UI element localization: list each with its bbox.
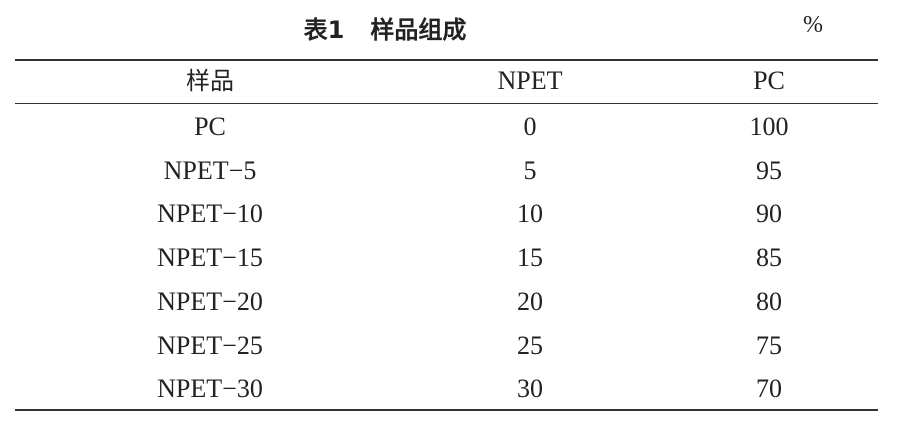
table-cell: 15: [517, 243, 543, 273]
table-cell: 90: [756, 199, 782, 229]
table-cell: 75: [756, 330, 782, 360]
table-row: NPET−20 20 80: [15, 280, 878, 324]
table-cell: 0: [523, 112, 537, 141]
table-cell: PC: [194, 112, 226, 141]
table-cell: NPET−10: [157, 199, 263, 229]
table-cell: 20: [517, 286, 543, 316]
table-caption: 表1 样品组成: [0, 10, 770, 45]
column-header: NPET: [497, 66, 563, 95]
table-cell: 10: [517, 199, 543, 229]
table-unit: %: [803, 12, 823, 38]
table-cell: 25: [517, 330, 543, 360]
column-header: 样品: [186, 67, 234, 95]
table-cell: 70: [756, 374, 782, 404]
table-cell: 30: [517, 374, 543, 404]
table-cell: NPET−25: [157, 330, 263, 360]
table-row: PC 0 100: [15, 105, 878, 149]
table-cell: 100: [749, 112, 789, 141]
table-row: NPET−15 15 85: [15, 236, 878, 280]
table-row: NPET−30 30 70: [15, 367, 878, 411]
top-rule: [15, 59, 878, 61]
table-cell: NPET−15: [157, 243, 263, 273]
table-cell: 95: [756, 155, 782, 185]
table-cell: 80: [756, 286, 782, 316]
table-label: 表1: [303, 16, 345, 44]
header-row: 样品 NPET PC: [15, 59, 878, 103]
table-row: NPET−5 5 95: [15, 149, 878, 193]
header-rule: [15, 103, 878, 104]
table-title: 样品组成: [370, 16, 467, 44]
table-cell: NPET−5: [163, 155, 257, 185]
table-cell: 5: [523, 155, 537, 185]
table-row: NPET−10 10 90: [15, 192, 878, 236]
table-row: NPET−25 25 75: [15, 324, 878, 368]
table-cell: NPET−30: [157, 374, 263, 404]
table-cell: 85: [756, 243, 782, 273]
bottom-rule: [15, 409, 878, 411]
column-header: PC: [753, 66, 785, 95]
table-cell: NPET−20: [157, 286, 263, 316]
